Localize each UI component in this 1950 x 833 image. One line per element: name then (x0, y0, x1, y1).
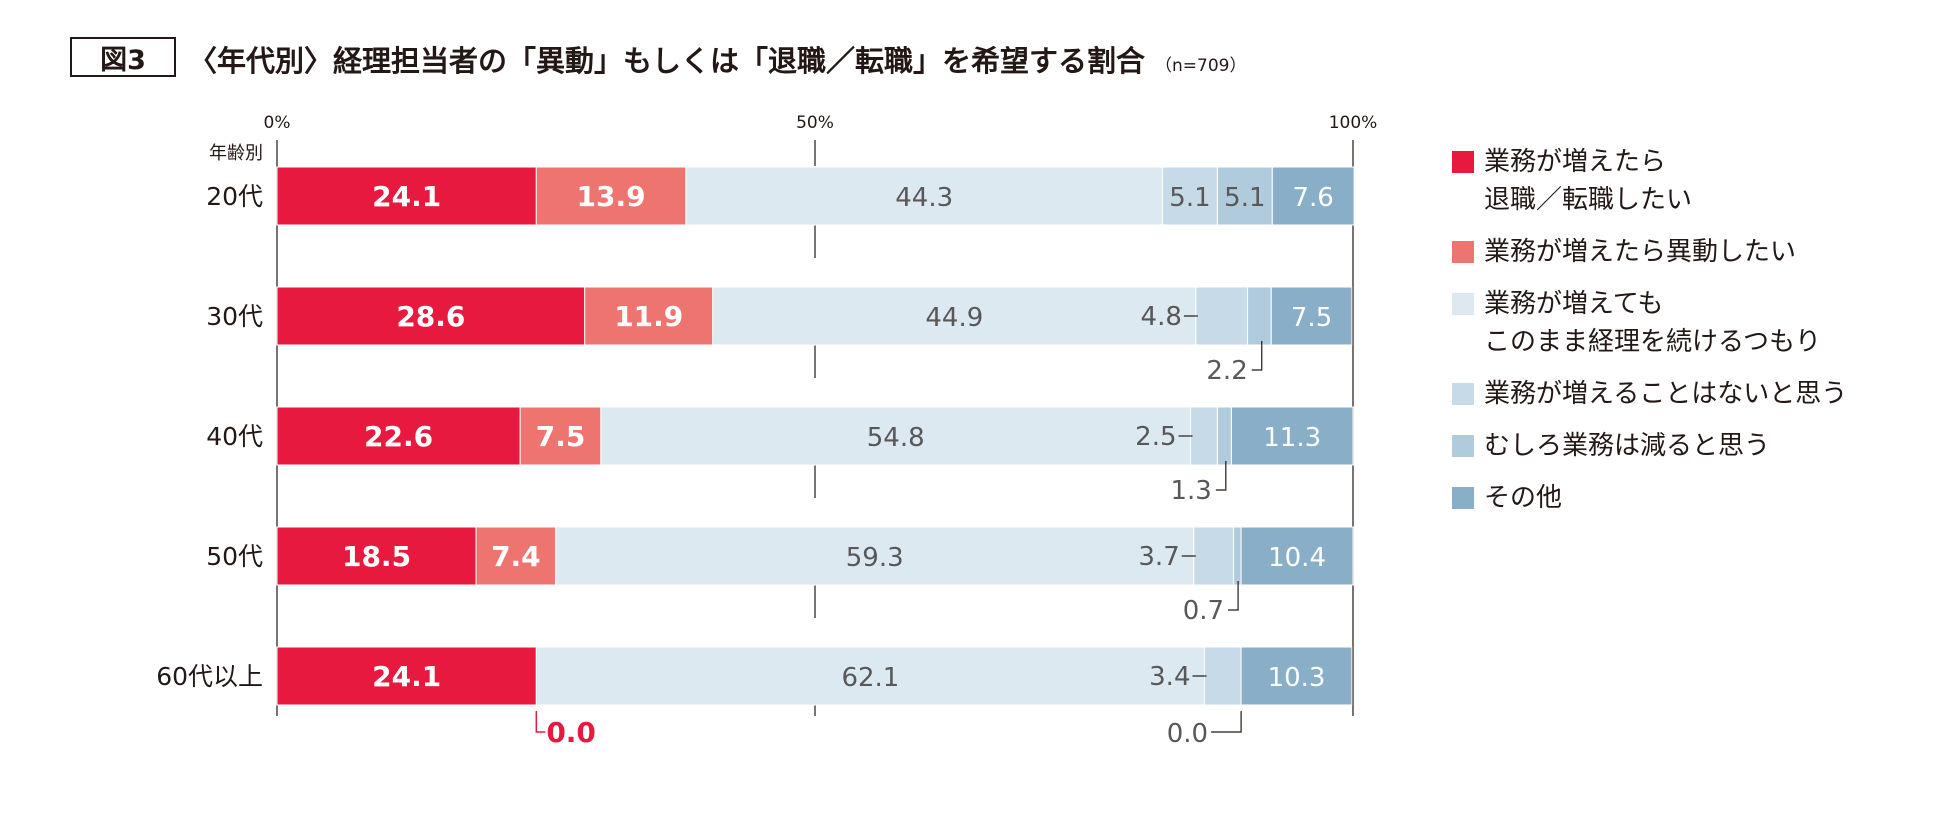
legend-label: 業務が増えても このまま経理を続けるつもり (1484, 289, 1821, 357)
data-label: 18.5 (342, 540, 411, 573)
data-label: 7.5 (1291, 303, 1332, 333)
data-label: 5.1 (1169, 183, 1210, 213)
data-label: 10.4 (1268, 543, 1326, 573)
data-label: 5.1 (1224, 183, 1265, 213)
bar-segment (535, 646, 1206, 706)
data-label: 2.5 (1135, 422, 1176, 452)
bar-segment (1270, 286, 1353, 346)
bar-segment (1216, 406, 1232, 466)
legend: 業務が増えたら 退職／転職したい業務が増えたら異動したい業務が増えても このまま… (1452, 143, 1847, 531)
data-label: 24.1 (372, 660, 441, 693)
legend-label: 業務が増えたら異動したい (1484, 237, 1797, 267)
bar-segment (535, 166, 687, 226)
data-label: 7.4 (491, 540, 541, 573)
bar-segment (1230, 406, 1354, 466)
bar-segment (1233, 526, 1242, 586)
sample-size: （n=709） (1155, 56, 1247, 76)
bar-segment (712, 286, 1197, 346)
bar-segment (1247, 286, 1272, 346)
data-label: 44.9 (925, 303, 983, 333)
bar-segment (1204, 646, 1242, 706)
legend-label: 業務が増えたら 退職／転職したい (1484, 147, 1693, 215)
legend-item: 業務が増えたら 退職／転職したい (1452, 143, 1847, 219)
data-label: 2.2 (1206, 356, 1247, 386)
bar-segment (1240, 646, 1353, 706)
legend-item: 業務が増えても このまま経理を続けるつもり (1452, 285, 1847, 361)
x-tick-label: 0% (264, 113, 291, 133)
legend-swatch (1452, 383, 1474, 405)
bar-segment (1271, 166, 1355, 226)
legend-swatch (1452, 487, 1474, 509)
data-label: 3.7 (1138, 542, 1179, 572)
title-text: 〈年代別〉経理担当者の「異動」もしくは「退職／転職」を希望する割合 (188, 44, 1146, 78)
y-axis-title: 年齢別 (209, 143, 263, 164)
legend-label: むしろ業務は減ると思う (1484, 431, 1771, 461)
leader-line (1228, 581, 1239, 611)
bar-segment (555, 526, 1195, 586)
data-label: 4.8 (1141, 302, 1182, 332)
bar-segment (1240, 526, 1354, 586)
chart-title: 〈年代別〉経理担当者の「異動」もしくは「退職／転職」を希望する割合 （n=709） (188, 38, 1246, 80)
bar-segment (685, 166, 1164, 226)
bar-segment (475, 526, 557, 586)
category-label: 40代 (206, 422, 263, 451)
x-tick-label: 50% (796, 113, 834, 133)
bar-segment (276, 166, 537, 226)
bar-segment (1193, 526, 1235, 586)
data-label: 1.3 (1170, 476, 1211, 506)
data-label: 44.3 (895, 183, 953, 213)
leader-line (1215, 461, 1227, 491)
category-label: 30代 (206, 302, 263, 331)
data-label: 22.6 (364, 420, 433, 453)
category-label: 60代以上 (156, 662, 263, 691)
bar-segment (276, 406, 521, 466)
legend-item: むしろ業務は減ると思う (1452, 427, 1847, 465)
category-label: 50代 (206, 542, 263, 571)
legend-swatch (1452, 293, 1474, 315)
bar-segment (1190, 406, 1218, 466)
data-label: 10.3 (1268, 663, 1326, 693)
bar-segment (584, 286, 714, 346)
leader-line (1251, 341, 1263, 371)
legend-label: その他 (1484, 483, 1563, 513)
data-label: 11.3 (1263, 423, 1321, 453)
data-label: 24.1 (372, 180, 441, 213)
stacked-bar-chart: 0% 50% 100% 年齢別 20代 24.1 13.9 44.3 5.1 5.1 7.6 30代 2… (156, 113, 1378, 749)
data-label: 0.7 (1183, 596, 1224, 626)
bar-segment (276, 286, 586, 346)
figure-label: 図3 (70, 37, 176, 77)
leader-line (535, 711, 546, 733)
data-label: 7.6 (1293, 183, 1334, 213)
data-label: 0.0 (546, 716, 596, 749)
data-label: 13.9 (577, 180, 646, 213)
x-tick-label: 100% (1329, 113, 1378, 133)
data-label: 62.1 (841, 663, 899, 693)
category-label: 20代 (206, 182, 263, 211)
data-label: 59.3 (846, 543, 904, 573)
bar-segment (276, 526, 477, 586)
bar-segment (276, 646, 537, 706)
data-label: 54.8 (867, 423, 925, 453)
legend-item: その他 (1452, 479, 1847, 517)
data-label: 7.5 (536, 420, 586, 453)
data-label: 28.6 (396, 300, 465, 333)
legend-item: 業務が増えることはないと思う (1452, 375, 1847, 413)
legend-swatch (1452, 241, 1474, 263)
legend-label: 業務が増えることはないと思う (1484, 379, 1848, 409)
legend-swatch (1452, 151, 1474, 173)
legend-item: 業務が増えたら異動したい (1452, 233, 1847, 271)
bar-segment (1195, 286, 1249, 346)
data-label: 0.0 (1167, 719, 1208, 749)
data-label: 11.9 (614, 300, 683, 333)
data-label: 3.4 (1149, 662, 1190, 692)
leader-line (1211, 711, 1242, 733)
legend-swatch (1452, 435, 1474, 457)
